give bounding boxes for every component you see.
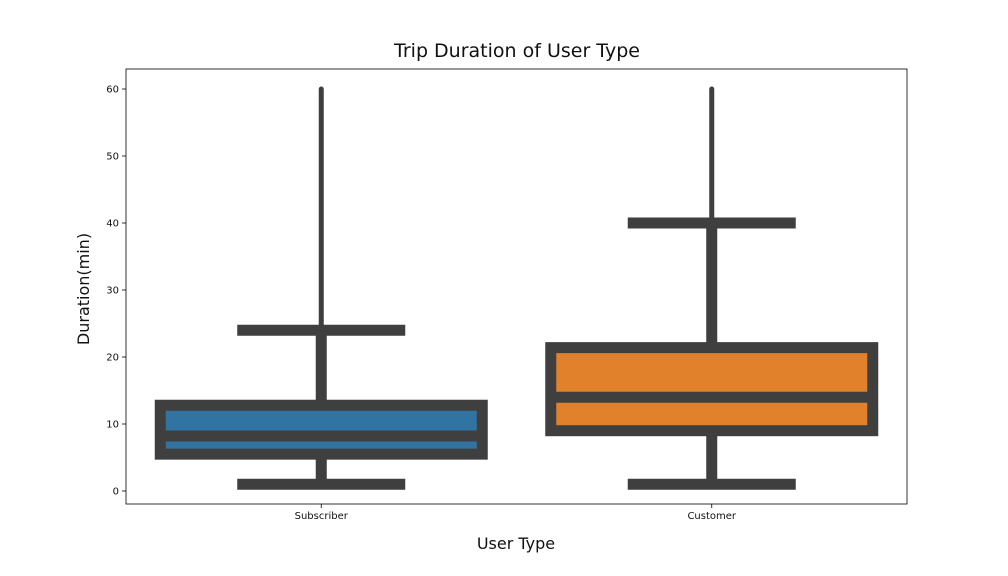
y-tick-label: 40 <box>106 219 119 230</box>
x-tick-label: Subscriber <box>295 511 349 522</box>
y-tick-label: 60 <box>106 85 119 96</box>
iqr-box <box>154 399 488 460</box>
y-tick-label: 30 <box>106 286 119 297</box>
x-axis-label: User Type <box>477 534 555 553</box>
y-axis: 0 10 20 30 40 50 60 <box>106 85 126 498</box>
chart-title: Trip Duration of User Type <box>393 40 640 62</box>
box-customer <box>545 86 879 490</box>
y-tick-label: 10 <box>106 420 119 431</box>
y-tick-label: 0 <box>113 487 119 498</box>
box-subscriber <box>154 86 488 490</box>
x-axis: Subscriber Customer <box>295 504 737 522</box>
y-axis-label: Duration(min) <box>74 233 93 345</box>
y-tick-label: 20 <box>106 353 119 364</box>
iqr-box <box>545 342 879 437</box>
y-tick-label: 50 <box>106 152 119 163</box>
boxes-layer <box>154 86 879 490</box>
plot-area-frame <box>125 68 908 505</box>
x-tick-label: Customer <box>687 511 736 522</box>
